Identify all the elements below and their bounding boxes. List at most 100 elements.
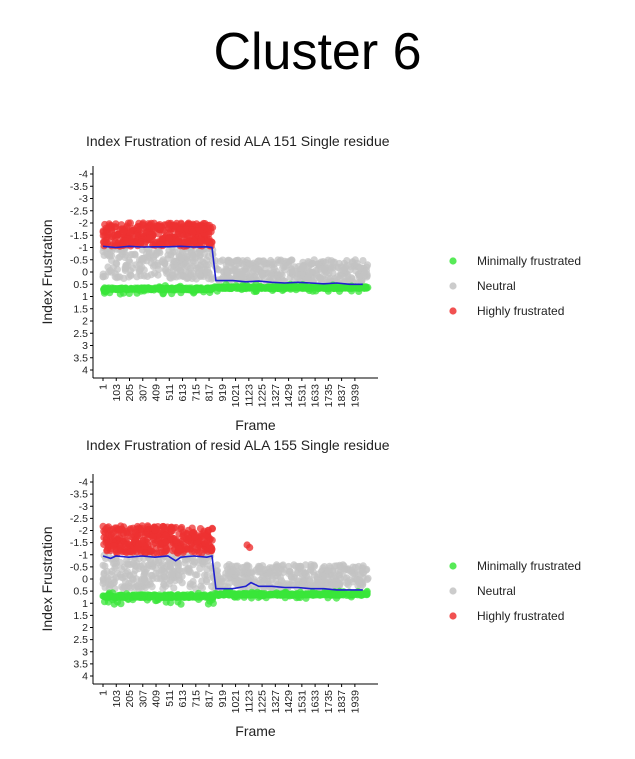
point-minimally-frustrated bbox=[158, 592, 166, 600]
point-highly-frustrated bbox=[141, 531, 149, 539]
point-neutral bbox=[122, 261, 130, 269]
point-neutral bbox=[154, 271, 162, 279]
point-neutral bbox=[201, 571, 209, 579]
point-neutral bbox=[286, 567, 294, 575]
legend: Minimally frustrated Neutral Highly frustr… bbox=[449, 559, 581, 623]
point-neutral bbox=[119, 584, 127, 592]
y-tick-label: 3.5 bbox=[73, 352, 88, 364]
point-highly-frustrated bbox=[102, 535, 110, 544]
legend-marker bbox=[449, 307, 457, 315]
y-tick-label: 2 bbox=[82, 316, 88, 328]
legend-label: Minimally frustrated bbox=[477, 559, 581, 573]
point-neutral bbox=[305, 259, 313, 267]
point-highly-frustrated bbox=[205, 541, 213, 549]
y-tick-label: -1.5 bbox=[70, 537, 88, 549]
point-neutral bbox=[154, 556, 163, 564]
point-neutral bbox=[169, 567, 177, 575]
point-highly-frustrated bbox=[165, 234, 173, 242]
x-axis-label: Frame bbox=[235, 417, 276, 433]
point-highly-frustrated bbox=[105, 223, 113, 232]
mean-line bbox=[102, 555, 363, 591]
point-highly-frustrated bbox=[246, 543, 254, 552]
point-neutral bbox=[257, 579, 265, 587]
point-minimally-frustrated bbox=[250, 284, 258, 293]
x-tick-label: 919 bbox=[217, 384, 229, 402]
point-minimally-frustrated bbox=[344, 284, 352, 292]
point-neutral bbox=[168, 271, 176, 279]
point-neutral bbox=[184, 254, 192, 262]
point-neutral bbox=[225, 260, 233, 268]
data-points bbox=[99, 522, 372, 608]
point-highly-frustrated bbox=[178, 523, 186, 532]
y-tick-label: -2.5 bbox=[70, 205, 88, 217]
x-tick-label: 1225 bbox=[257, 690, 269, 714]
point-minimally-frustrated bbox=[264, 591, 273, 599]
y-tick-label: -3.5 bbox=[70, 181, 88, 193]
point-minimally-frustrated bbox=[271, 283, 279, 291]
y-tick-label: 2.5 bbox=[73, 328, 88, 340]
chart-1: Index Frustration of resid ALA 151 Singl… bbox=[39, 133, 581, 433]
point-neutral bbox=[163, 269, 171, 277]
point-neutral bbox=[246, 574, 255, 582]
point-minimally-frustrated bbox=[131, 591, 140, 599]
point-neutral bbox=[349, 258, 357, 266]
point-neutral bbox=[340, 565, 348, 573]
legend-label: Highly frustrated bbox=[477, 304, 564, 318]
y-tick-label: -4 bbox=[79, 477, 88, 489]
point-neutral bbox=[286, 273, 294, 282]
point-neutral bbox=[162, 575, 170, 583]
point-highly-frustrated bbox=[162, 538, 170, 547]
point-neutral bbox=[229, 265, 237, 273]
legend-marker bbox=[449, 257, 457, 265]
point-minimally-frustrated bbox=[196, 286, 204, 294]
x-tick-label: 511 bbox=[164, 690, 176, 707]
x-tick-label: 1429 bbox=[283, 690, 295, 714]
x-tick-label: 1327 bbox=[270, 690, 282, 714]
x-tick-label: 1123 bbox=[243, 690, 255, 713]
point-minimally-frustrated bbox=[118, 592, 127, 600]
point-neutral bbox=[194, 249, 202, 257]
point-highly-frustrated bbox=[197, 237, 205, 245]
point-highly-frustrated bbox=[151, 526, 159, 534]
point-minimally-frustrated bbox=[105, 591, 113, 599]
legend-item-neutral: Neutral bbox=[449, 279, 516, 293]
point-highly-frustrated bbox=[136, 532, 144, 540]
x-tick-label: 1 bbox=[98, 384, 110, 390]
point-neutral bbox=[159, 256, 167, 264]
legend-label: Highly frustrated bbox=[477, 609, 564, 623]
point-highly-frustrated bbox=[136, 226, 144, 234]
point-neutral bbox=[203, 271, 211, 279]
point-neutral bbox=[319, 564, 327, 572]
point-minimally-frustrated bbox=[127, 284, 135, 292]
point-neutral bbox=[341, 263, 349, 271]
point-neutral bbox=[316, 274, 325, 283]
point-neutral bbox=[127, 251, 135, 259]
point-neutral bbox=[136, 266, 144, 274]
point-highly-frustrated bbox=[103, 546, 111, 554]
point-neutral bbox=[267, 271, 275, 279]
x-tick-label: 307 bbox=[137, 690, 149, 708]
point-neutral bbox=[194, 269, 203, 277]
point-neutral bbox=[230, 567, 238, 575]
y-tick-label: 2.5 bbox=[73, 634, 88, 646]
x-axis-label: Frame bbox=[235, 723, 276, 739]
point-highly-frustrated bbox=[130, 546, 138, 555]
point-highly-frustrated bbox=[138, 524, 146, 533]
point-neutral bbox=[113, 274, 121, 282]
point-highly-frustrated bbox=[189, 228, 197, 236]
point-neutral bbox=[193, 571, 201, 579]
point-neutral bbox=[317, 265, 325, 274]
y-tick-label: 4 bbox=[82, 671, 88, 683]
legend-item-neutral: Neutral bbox=[449, 584, 516, 598]
point-highly-frustrated bbox=[191, 533, 199, 541]
point-minimally-frustrated bbox=[313, 284, 321, 292]
point-neutral bbox=[166, 560, 174, 568]
x-tick-label: 715 bbox=[190, 384, 202, 402]
point-neutral bbox=[270, 264, 278, 272]
point-neutral bbox=[322, 258, 330, 267]
point-neutral bbox=[274, 569, 282, 577]
point-minimally-frustrated bbox=[100, 289, 109, 297]
x-tick-label: 1735 bbox=[323, 384, 335, 408]
point-neutral bbox=[177, 263, 186, 271]
point-highly-frustrated bbox=[115, 533, 123, 542]
